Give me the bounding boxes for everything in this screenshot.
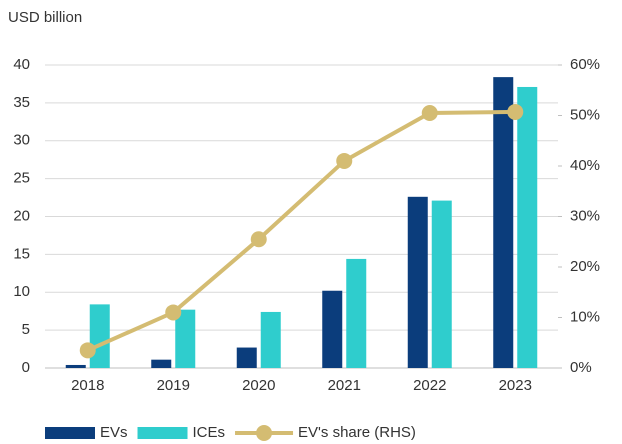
legend-swatch bbox=[45, 427, 95, 439]
y2-tick-label: 40% bbox=[570, 157, 600, 174]
y2-tick-label: 60% bbox=[570, 56, 600, 73]
bar bbox=[346, 258, 367, 368]
y2-tick-label: 20% bbox=[570, 258, 600, 275]
x-tick-label: 2019 bbox=[157, 377, 190, 394]
bar bbox=[431, 200, 452, 368]
share-marker bbox=[421, 104, 438, 121]
share-marker bbox=[79, 342, 96, 359]
y-tick-label: 25 bbox=[13, 170, 30, 187]
legend-swatch bbox=[137, 427, 188, 439]
x-tick-label: 2021 bbox=[328, 377, 361, 394]
y-tick-label: 0 bbox=[22, 359, 30, 376]
bar bbox=[65, 364, 86, 368]
bar bbox=[322, 290, 343, 368]
share-marker bbox=[336, 152, 353, 169]
bar bbox=[175, 309, 196, 368]
bar bbox=[260, 311, 281, 368]
y-tick-label: 40 bbox=[13, 56, 30, 73]
x-tick-label: 2020 bbox=[242, 377, 275, 394]
legend-swatch bbox=[256, 425, 273, 441]
chart-title: USD billion bbox=[8, 9, 82, 26]
bar bbox=[517, 86, 538, 368]
bar bbox=[89, 304, 110, 368]
x-tick-label: 2023 bbox=[499, 377, 532, 394]
y-tick-label: 5 bbox=[22, 321, 30, 338]
x-tick-label: 2022 bbox=[413, 377, 446, 394]
share-marker bbox=[507, 103, 524, 120]
legend-label: ICEs bbox=[193, 424, 226, 441]
bar bbox=[407, 196, 428, 368]
x-tick-label: 2018 bbox=[71, 377, 104, 394]
bar bbox=[151, 359, 172, 368]
y2-tick-label: 50% bbox=[570, 106, 600, 123]
y-tick-label: 20 bbox=[13, 207, 30, 224]
y-tick-label: 30 bbox=[13, 132, 30, 149]
y-tick-label: 10 bbox=[13, 283, 30, 300]
y2-tick-label: 30% bbox=[570, 207, 600, 224]
bar bbox=[236, 347, 257, 368]
legend-label: EV's share (RHS) bbox=[298, 424, 416, 441]
bar bbox=[493, 77, 514, 369]
share-line bbox=[86, 109, 516, 353]
y2-tick-label: 10% bbox=[570, 308, 600, 325]
share-marker bbox=[165, 304, 182, 321]
y-tick-label: 15 bbox=[13, 245, 30, 262]
share-marker bbox=[250, 231, 267, 248]
y2-tick-label: 0% bbox=[570, 359, 592, 376]
legend-label: EVs bbox=[100, 424, 128, 441]
y-tick-label: 35 bbox=[13, 94, 30, 111]
